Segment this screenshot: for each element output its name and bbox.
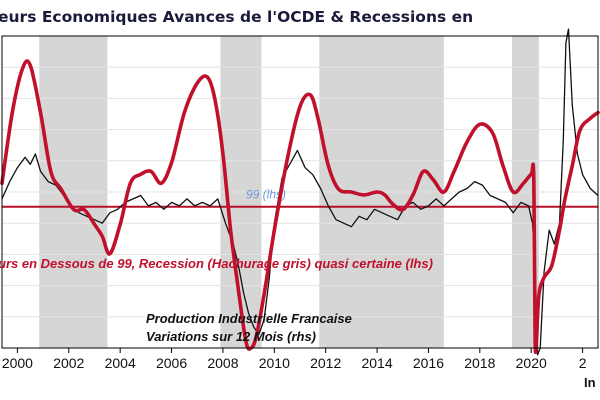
series-line-lhs (0, 59, 600, 354)
x-tick-label: 2006 (156, 355, 187, 371)
x-tick-label: 2 (579, 355, 587, 371)
x-tick-label: 2002 (53, 355, 84, 371)
gridlines (2, 66, 598, 318)
x-axis-ticks: 2000 2002 2004 2006 2008 2010 2012 2014 2016 2018… (2, 348, 587, 371)
x-tick-label: 2020 (516, 355, 547, 371)
x-tick-label: 2014 (361, 355, 392, 371)
x-tick-label: 2010 (259, 355, 290, 371)
x-tick-label: 2004 (105, 355, 136, 371)
threshold-annotation: urs en Dessous de 99, Recession (Hachura… (0, 256, 433, 271)
production-annotation-line2: Variations sur 12 Mois (rhs) (146, 329, 316, 344)
series-layer (0, 28, 600, 356)
x-tick-label: 2012 (310, 355, 341, 371)
x-tick-label: 2016 (413, 355, 444, 371)
x-tick-label: 2018 (464, 355, 495, 371)
source-fragment: In (584, 375, 596, 390)
reference-line-label: 99 (lhs) (246, 188, 286, 202)
x-tick-label: 2000 (2, 355, 33, 371)
production-annotation-line1: Production Industrielle Francaise (146, 311, 352, 326)
plot-frame (1, 35, 599, 349)
x-tick-label: 2008 (207, 355, 238, 371)
reference-line-group: 99 (lhs) (2, 188, 598, 208)
chart-title: eurs Economiques Avances de l'OCDE & Rec… (0, 8, 473, 26)
